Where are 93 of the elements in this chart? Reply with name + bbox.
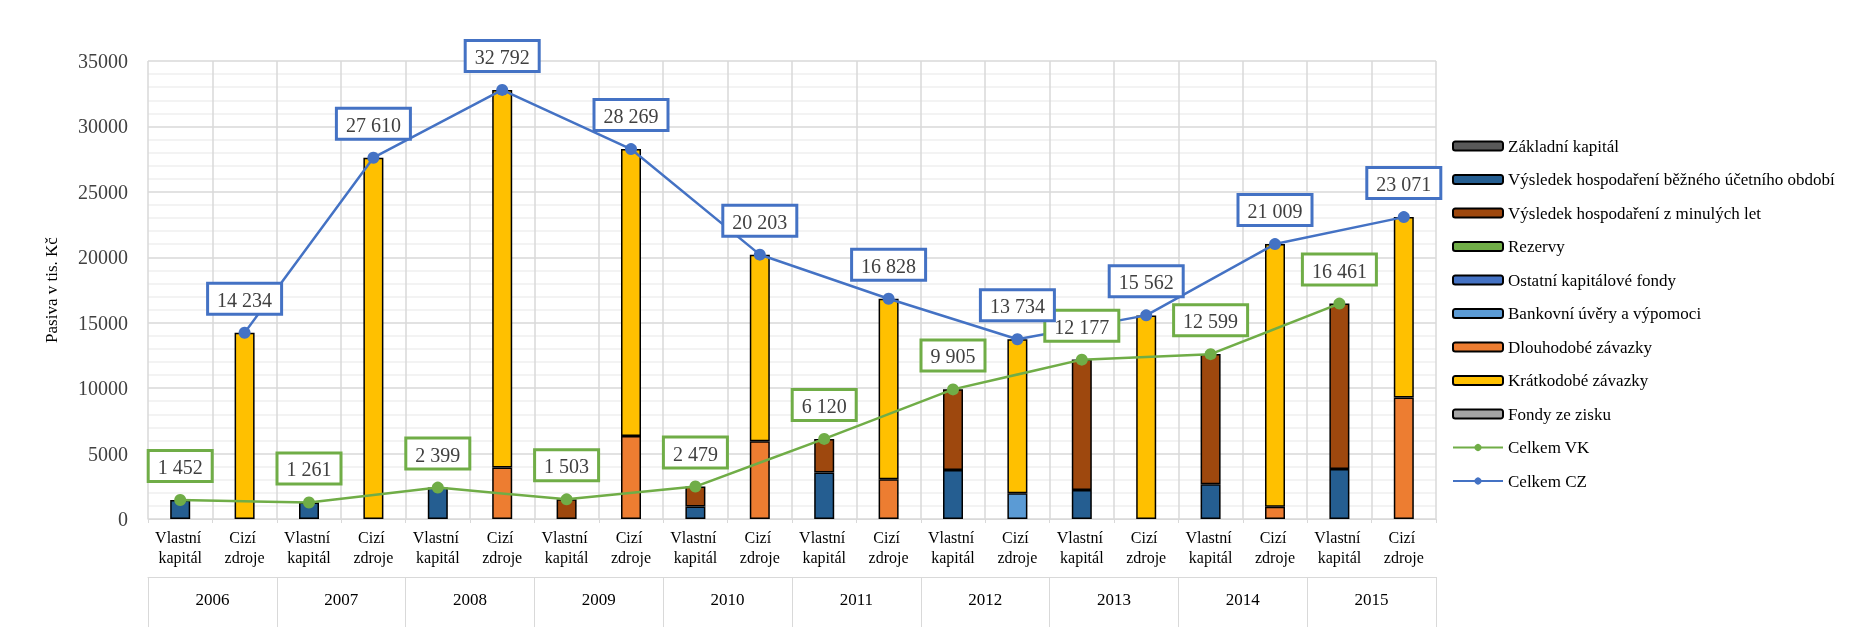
text: 2009: [581, 590, 616, 609]
point: [1333, 297, 1346, 310]
bar: [1136, 315, 1157, 519]
point: [303, 496, 315, 509]
point: [367, 151, 380, 164]
data-label: 1 452: [157, 456, 203, 478]
point: [625, 143, 637, 156]
x-tick-label: Vlastní kapitál: [927, 528, 979, 567]
x-tick-label: Cizí zdroje: [997, 528, 1038, 567]
data-label: 1 503: [544, 455, 590, 478]
data-label: 16 461: [1311, 259, 1367, 282]
text: 2010: [710, 590, 745, 609]
point: [882, 292, 895, 305]
data-label: 20 203: [732, 210, 788, 233]
legend-label: Bankovní úvěry a výpomoci: [1508, 304, 1702, 323]
x-tick-label: Vlastní kapitál: [1314, 528, 1365, 567]
legend-label: Fondy ze zisku: [1508, 404, 1612, 424]
point: [174, 494, 187, 506]
data-label: 12 599: [1183, 310, 1239, 333]
x-tick-label: Cizí zdroje: [224, 528, 265, 567]
y-tick-label: 10000: [78, 377, 128, 400]
x-tick-label: Cizí zdroje: [739, 528, 780, 567]
data-label: 21 009: [1247, 200, 1303, 223]
x-tick-label: Vlastní kapitál: [799, 528, 850, 567]
point: [689, 480, 702, 493]
bar: [363, 157, 384, 519]
y-tick-label: 20000: [78, 246, 128, 269]
point: [238, 326, 251, 339]
data-label: 15 562: [1118, 271, 1174, 294]
y-tick-label: 25000: [78, 180, 128, 203]
point: [1011, 333, 1024, 346]
point: [1075, 353, 1088, 366]
data-label: 16 828: [861, 254, 917, 277]
data-label: 32 792: [474, 45, 530, 68]
data-label: 23 071: [1376, 173, 1432, 196]
legend-label: Výsledek hospodaření běžného účetního období: [1508, 170, 1835, 189]
data-label: 13 734: [989, 295, 1045, 318]
x-tick-label: Vlastní kapitál: [412, 528, 463, 567]
x-tick-label: Vlastní kapitál: [1185, 528, 1236, 567]
x-tick-label: Vlastní kapitál: [670, 528, 721, 567]
point: [818, 432, 831, 445]
data-label: 28 269: [603, 105, 659, 128]
data-label: 27 610: [345, 113, 401, 136]
legend-label: Ostatní kapitálové fondy: [1508, 270, 1677, 290]
text: 2015: [1354, 590, 1389, 609]
text: 2007: [324, 590, 359, 609]
x-tick-label: Cizí zdroje: [1255, 528, 1295, 567]
text: 2011: [839, 590, 874, 609]
y-axis-title: Pasiva v tis. Kč: [42, 236, 61, 343]
x-tick-label: Cizí zdroje: [482, 528, 523, 567]
point: [560, 493, 573, 506]
data-label: 6 120: [801, 394, 847, 417]
legend-label: Základní kapitál: [1508, 136, 1620, 156]
x-tick-label: Cizí zdroje: [1126, 528, 1167, 567]
y-tick-label: 5000: [88, 442, 128, 465]
text: 2013: [1097, 590, 1131, 609]
data-label: 2 399: [415, 443, 461, 466]
x-tick-label: Vlastní kapitál: [1056, 528, 1107, 567]
point: [1397, 211, 1410, 224]
text: 2014: [1225, 590, 1261, 609]
bar: [234, 332, 255, 519]
point: [753, 248, 766, 261]
data-label: 2 479: [672, 442, 718, 465]
text: 2012: [968, 590, 1003, 609]
legend-label: Rezervy: [1508, 237, 1566, 256]
y-tick-label: 0: [118, 508, 128, 530]
data-label: 1 261: [286, 458, 332, 481]
x-tick-label: Vlastní kapitál: [283, 528, 335, 567]
legend-label: Výsledek hospodaření z minulých let: [1508, 203, 1762, 223]
legend-label: Krátkodobé závazky: [1508, 371, 1649, 390]
y-tick-label: 30000: [78, 115, 128, 138]
legend-label: Dlouhodobé závazky: [1508, 337, 1653, 357]
x-tick-label: Cizí zdroje: [353, 528, 394, 567]
point: [1269, 238, 1281, 251]
data-label: 12 177: [1054, 315, 1110, 338]
legend-label: Celkem VK: [1508, 438, 1591, 457]
x-tick-label: Vlastní kapitál: [155, 528, 206, 567]
x-tick-label: Cizí zdroje: [868, 528, 909, 567]
point: [431, 481, 444, 494]
data-label: 14 234: [217, 288, 273, 311]
x-tick-label: Cizí zdroje: [1383, 528, 1424, 567]
data-label: 9 905: [930, 345, 976, 368]
x-tick-label: Vlastní kapitál: [541, 528, 592, 567]
point: [1140, 309, 1153, 322]
legend-label: Celkem CZ: [1508, 471, 1587, 491]
text: 2008: [453, 590, 487, 609]
y-tick-label: 15000: [78, 311, 128, 334]
point: [947, 383, 959, 396]
text: 2006: [195, 590, 230, 609]
point: [496, 83, 509, 96]
y-tick-label: 35000: [78, 50, 128, 72]
point: [1204, 348, 1217, 361]
x-tick-label: Cizí zdroje: [611, 528, 651, 567]
